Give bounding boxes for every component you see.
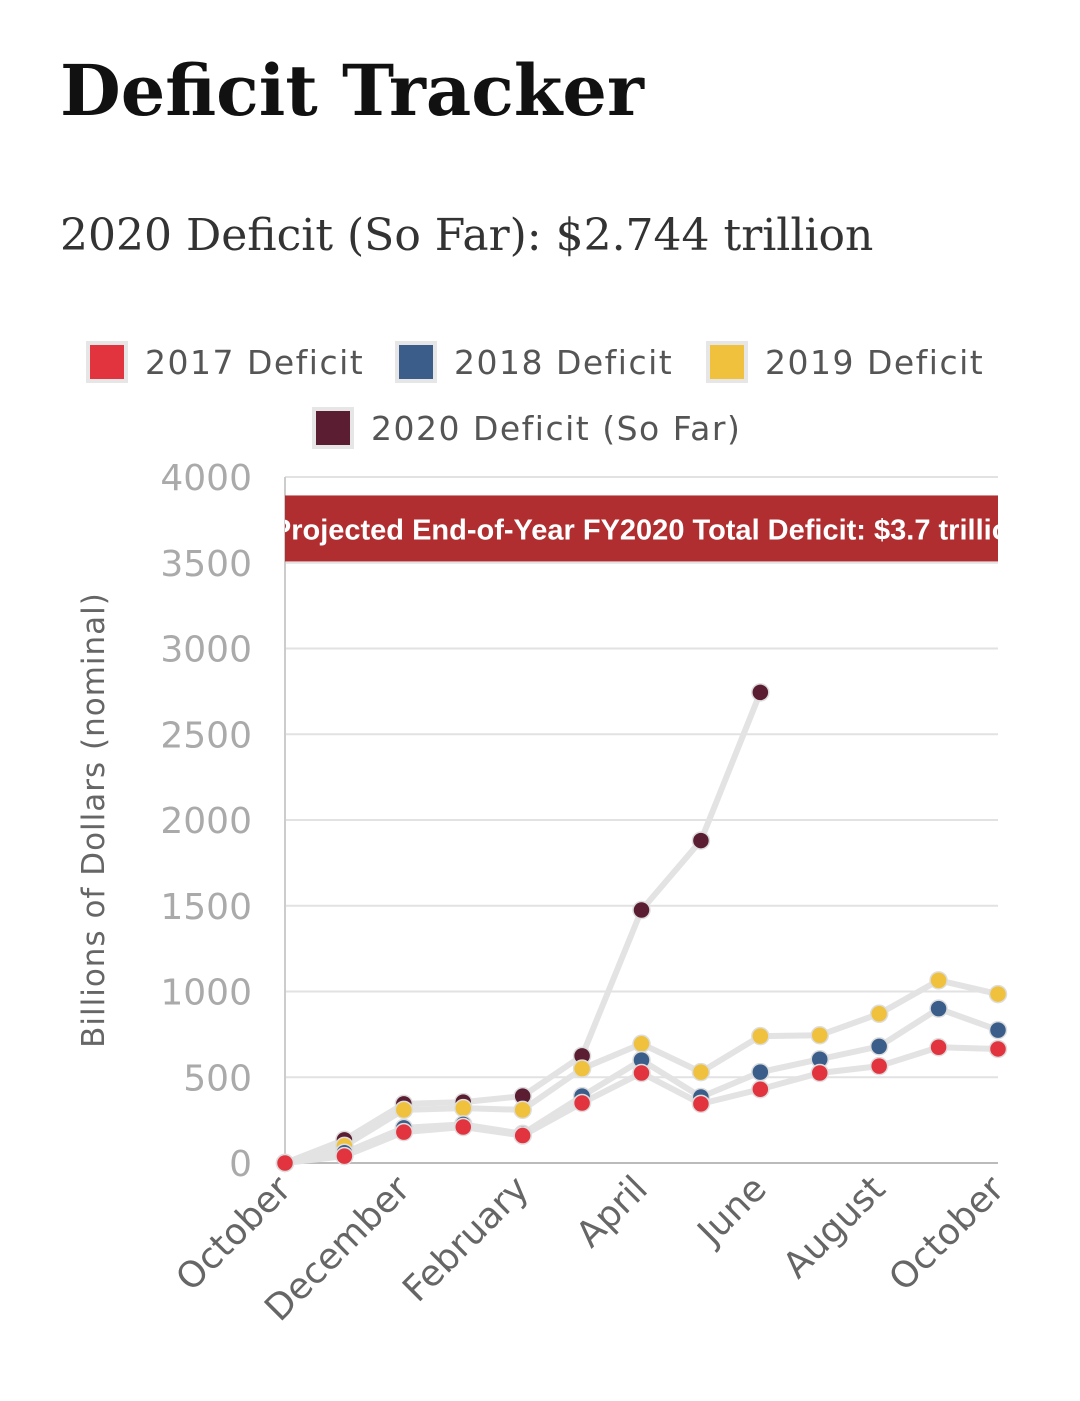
y-tick-label: 3500: [160, 544, 252, 585]
data-point: [751, 1080, 770, 1099]
projection-band: [285, 495, 998, 562]
y-axis-label: Billions of Dollars (nominal): [76, 592, 112, 1048]
y-tick-label: 4000: [160, 458, 252, 499]
data-point: [394, 1122, 414, 1142]
data-point: [632, 1034, 651, 1054]
y-tick-label: 1000: [160, 973, 252, 1014]
data-point: [691, 1094, 711, 1114]
legend-label: 2018 Deficit: [454, 343, 673, 382]
legend-swatch: [395, 341, 437, 383]
data-point: [454, 1098, 473, 1118]
data-point: [929, 971, 948, 990]
data-point: [751, 683, 770, 702]
data-point: [810, 1063, 829, 1083]
y-tick-label: 1500: [160, 887, 252, 928]
legend-label: 2017 Deficit: [145, 343, 364, 382]
data-point: [454, 1117, 473, 1137]
legend-label: 2020 Deficit (So Far): [371, 409, 741, 448]
y-tick-label: 0: [229, 1144, 252, 1185]
data-point: [751, 1062, 770, 1082]
data-point: [810, 1025, 829, 1045]
data-point: [513, 1126, 532, 1145]
data-point: [513, 1100, 532, 1120]
data-point: [988, 1020, 1008, 1040]
data-point: [275, 1153, 295, 1173]
x-tick-label: April: [569, 1168, 656, 1255]
x-tick-label: October: [881, 1168, 1012, 1299]
page-title: Deficit Tracker: [60, 49, 645, 132]
data-point: [988, 1039, 1008, 1059]
data-point: [988, 984, 1008, 1004]
data-point: [691, 831, 711, 850]
y-tick-label: 2000: [160, 801, 252, 842]
y-tick-label: 500: [183, 1058, 252, 1099]
data-point: [869, 1037, 889, 1056]
subtitle: 2020 Deficit (So Far): $2.744 trillion: [60, 210, 873, 261]
projection-label: Projected End-of-Year FY2020 Total Defic…: [272, 514, 1027, 546]
data-point: [572, 1059, 592, 1078]
legend-swatch: [706, 341, 748, 383]
data-point: [869, 1004, 889, 1024]
x-tick-label: February: [395, 1168, 537, 1310]
x-tick-label: August: [775, 1168, 893, 1286]
x-tick-label: June: [689, 1168, 775, 1254]
data-point: [691, 1062, 711, 1082]
data-point: [632, 900, 651, 920]
data-point: [335, 1146, 354, 1166]
data-point: [751, 1026, 770, 1046]
data-point: [632, 1063, 651, 1083]
legend-label: 2019 Deficit: [765, 343, 984, 382]
y-tick-label: 2500: [160, 715, 252, 756]
legend-swatch: [312, 407, 354, 449]
y-tick-label: 3000: [160, 630, 252, 671]
legend-swatch: [86, 341, 128, 383]
data-point: [869, 1056, 889, 1076]
data-point: [394, 1100, 414, 1120]
data-point: [572, 1093, 592, 1113]
data-point: [929, 1037, 948, 1057]
data-point: [929, 999, 948, 1018]
